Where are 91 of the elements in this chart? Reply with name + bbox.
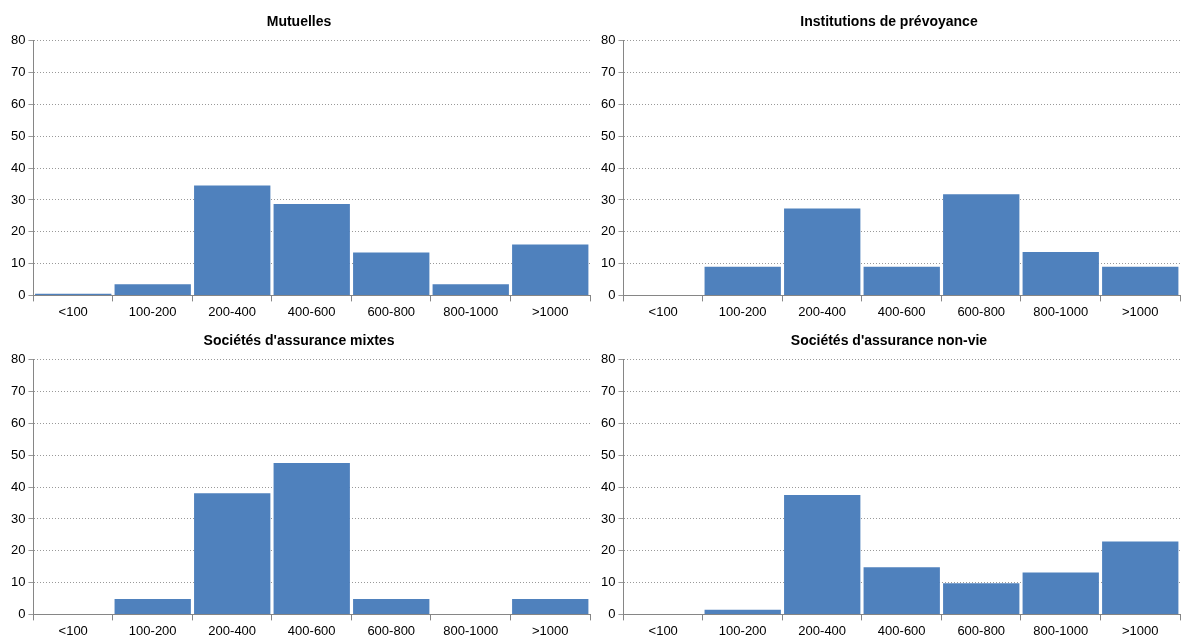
x-tick-label: 100-200 — [128, 622, 177, 638]
y-tick-label: 50 — [10, 127, 26, 143]
bar — [704, 609, 781, 614]
x-tick-label: 400-600 — [287, 622, 336, 638]
x-tick-label: 100-200 — [128, 303, 177, 319]
bar — [1102, 266, 1179, 295]
y-tick-label: 10 — [10, 255, 26, 271]
y-tick-label: 0 — [608, 605, 616, 621]
y-tick-label: 0 — [18, 286, 26, 302]
bar — [114, 599, 191, 614]
y-tick-label: 30 — [600, 510, 616, 526]
x-tick-label: 800-1000 — [1033, 622, 1089, 638]
bar — [194, 185, 271, 295]
y-tick-label: 20 — [10, 542, 26, 558]
y-tick-label: 60 — [10, 415, 26, 431]
x-tick-label: 400-600 — [287, 303, 336, 319]
y-tick-label: 10 — [600, 255, 616, 271]
bar — [943, 194, 1020, 295]
x-tick-label: 800-1000 — [443, 303, 499, 319]
bar — [863, 266, 940, 295]
x-tick-label: 200-400 — [208, 303, 257, 319]
x-tick-label: <100 — [58, 303, 88, 319]
chart-title: Sociétés d'assurance mixtes — [203, 332, 395, 349]
bar — [512, 244, 589, 295]
y-tick-label: 80 — [10, 351, 26, 367]
bar — [273, 204, 350, 295]
x-tick-label: 600-800 — [957, 622, 1006, 638]
chart-title: Institutions de prévoyance — [800, 13, 978, 30]
bar — [784, 495, 861, 614]
y-tick-label: 30 — [600, 191, 616, 207]
x-tick-label: 200-400 — [798, 622, 847, 638]
bar — [512, 599, 589, 614]
bar — [432, 284, 509, 295]
y-tick-label: 70 — [10, 383, 26, 399]
bar — [1102, 541, 1179, 614]
y-tick-label: 30 — [10, 510, 26, 526]
bar — [353, 599, 430, 614]
y-tick-label: 60 — [600, 415, 616, 431]
x-tick-label: 400-600 — [877, 622, 926, 638]
y-tick-label: 50 — [600, 446, 616, 462]
x-tick-label: 100-200 — [718, 622, 767, 638]
y-tick-label: 40 — [600, 159, 616, 175]
x-tick-label: >1000 — [1121, 303, 1159, 319]
x-tick-label: <100 — [648, 622, 678, 638]
bar — [784, 208, 861, 295]
y-tick-label: 80 — [10, 32, 26, 48]
y-tick-label: 10 — [10, 574, 26, 590]
bar — [114, 284, 191, 295]
y-tick-label: 70 — [600, 383, 616, 399]
y-tick-label: 80 — [600, 351, 616, 367]
y-tick-label: 20 — [600, 223, 616, 239]
y-tick-label: 30 — [10, 191, 26, 207]
y-tick-label: 50 — [600, 127, 616, 143]
x-tick-label: 800-1000 — [1033, 303, 1089, 319]
y-tick-label: 70 — [600, 64, 616, 80]
y-tick-label: 0 — [18, 605, 26, 621]
x-tick-label: 800-1000 — [443, 622, 499, 638]
y-tick-label: 40 — [10, 159, 26, 175]
bar — [863, 567, 940, 614]
x-tick-label: 600-800 — [957, 303, 1006, 319]
x-tick-label: 600-800 — [367, 303, 416, 319]
bar — [353, 252, 430, 295]
y-tick-label: 60 — [600, 96, 616, 112]
bar — [273, 462, 350, 614]
x-tick-label: 200-400 — [798, 303, 847, 319]
x-tick-label: 600-800 — [367, 622, 416, 638]
bar — [943, 583, 1020, 614]
x-tick-label: <100 — [648, 303, 678, 319]
x-tick-label: 100-200 — [718, 303, 767, 319]
x-tick-label: >1000 — [1121, 622, 1159, 638]
x-tick-label: <100 — [58, 622, 88, 638]
y-tick-label: 80 — [600, 32, 616, 48]
y-tick-label: 0 — [608, 286, 616, 302]
bar — [1022, 252, 1099, 295]
bar — [704, 266, 781, 295]
chart-title: Mutuelles — [266, 13, 332, 30]
bar — [1022, 572, 1099, 614]
bar — [194, 493, 271, 614]
x-tick-label: >1000 — [531, 303, 569, 319]
y-tick-label: 20 — [600, 542, 616, 558]
y-tick-label: 40 — [600, 478, 616, 494]
y-tick-label: 70 — [10, 64, 26, 80]
chart-title: Sociétés d'assurance non-vie — [790, 332, 988, 349]
y-tick-label: 60 — [10, 96, 26, 112]
y-tick-label: 50 — [10, 446, 26, 462]
y-tick-label: 40 — [10, 478, 26, 494]
y-tick-label: 20 — [10, 223, 26, 239]
x-tick-label: 200-400 — [208, 622, 257, 638]
x-tick-label: 400-600 — [877, 303, 926, 319]
x-tick-label: >1000 — [531, 622, 569, 638]
y-tick-label: 10 — [600, 574, 616, 590]
